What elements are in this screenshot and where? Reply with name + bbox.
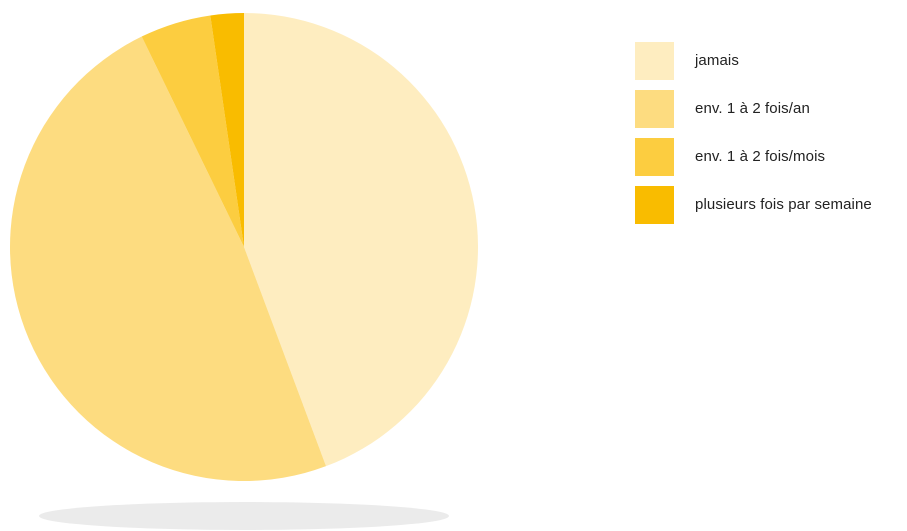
legend-label: plusieurs fois par semaine bbox=[695, 196, 872, 213]
legend-swatch bbox=[635, 90, 674, 128]
pie-slice-2 bbox=[141, 15, 244, 247]
legend-swatch bbox=[635, 42, 674, 80]
legend-swatch bbox=[635, 186, 674, 224]
legend-label: env. 1 à 2 fois/mois bbox=[695, 148, 826, 165]
pie-slice-3 bbox=[210, 13, 244, 247]
pie-shadow bbox=[39, 502, 449, 530]
legend-label: jamais bbox=[695, 52, 739, 69]
pie-slice-0 bbox=[244, 13, 478, 467]
pie-slice-1 bbox=[9, 36, 327, 482]
legend-label: env. 1 à 2 fois/an bbox=[695, 100, 810, 117]
pie-slices bbox=[9, 13, 478, 482]
legend-swatch bbox=[635, 138, 674, 176]
